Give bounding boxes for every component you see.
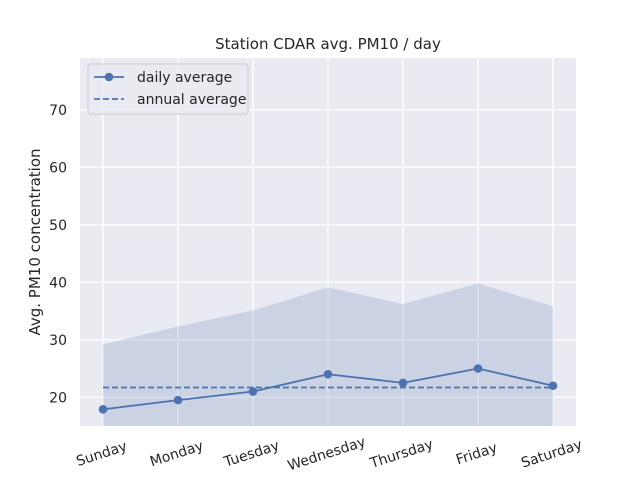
y-tick-label: 20 <box>49 390 67 406</box>
chart-title: Station CDAR avg. PM10 / day <box>215 35 441 53</box>
y-tick-label: 50 <box>49 218 67 234</box>
legend-annual-label: annual average <box>137 92 246 108</box>
y-axis-title: Avg. PM10 concentration <box>26 148 44 335</box>
legend-daily-marker <box>104 72 114 82</box>
legend-box <box>87 63 249 115</box>
x-tick-label: Sunday <box>74 438 129 469</box>
daily-average-point <box>248 387 258 396</box>
x-tick-label: Saturday <box>519 437 584 472</box>
y-tick-labels: 20 30 40 50 60 70 <box>49 103 67 407</box>
y-tick-label: 70 <box>49 103 67 119</box>
x-tick-labels: Sunday Monday Tuesday Wednesday Thursday Frid… <box>74 434 584 474</box>
y-tick-label: 40 <box>49 275 67 291</box>
x-tick-label: Monday <box>148 438 206 470</box>
y-tick-label: 60 <box>49 160 67 176</box>
grid <box>80 58 576 426</box>
y-tick-label: 30 <box>49 333 67 349</box>
daily-average-point <box>98 405 108 414</box>
daily-average-point <box>548 381 558 391</box>
band <box>103 283 553 426</box>
x-tick-label: Wednesday <box>286 434 368 474</box>
x-tick-label: Tuesday <box>221 438 281 471</box>
x-tick-label: Thursday <box>367 437 435 473</box>
legend: daily average annual average <box>87 63 249 115</box>
series-layer <box>98 364 558 414</box>
daily-average-point <box>473 364 483 373</box>
daily-average-point <box>173 395 183 405</box>
legend-daily-label: daily average <box>137 70 232 86</box>
daily-average-point <box>323 369 333 379</box>
x-tick-label: Friday <box>454 440 499 468</box>
daily-average-point <box>398 378 408 388</box>
range-band <box>103 283 553 426</box>
